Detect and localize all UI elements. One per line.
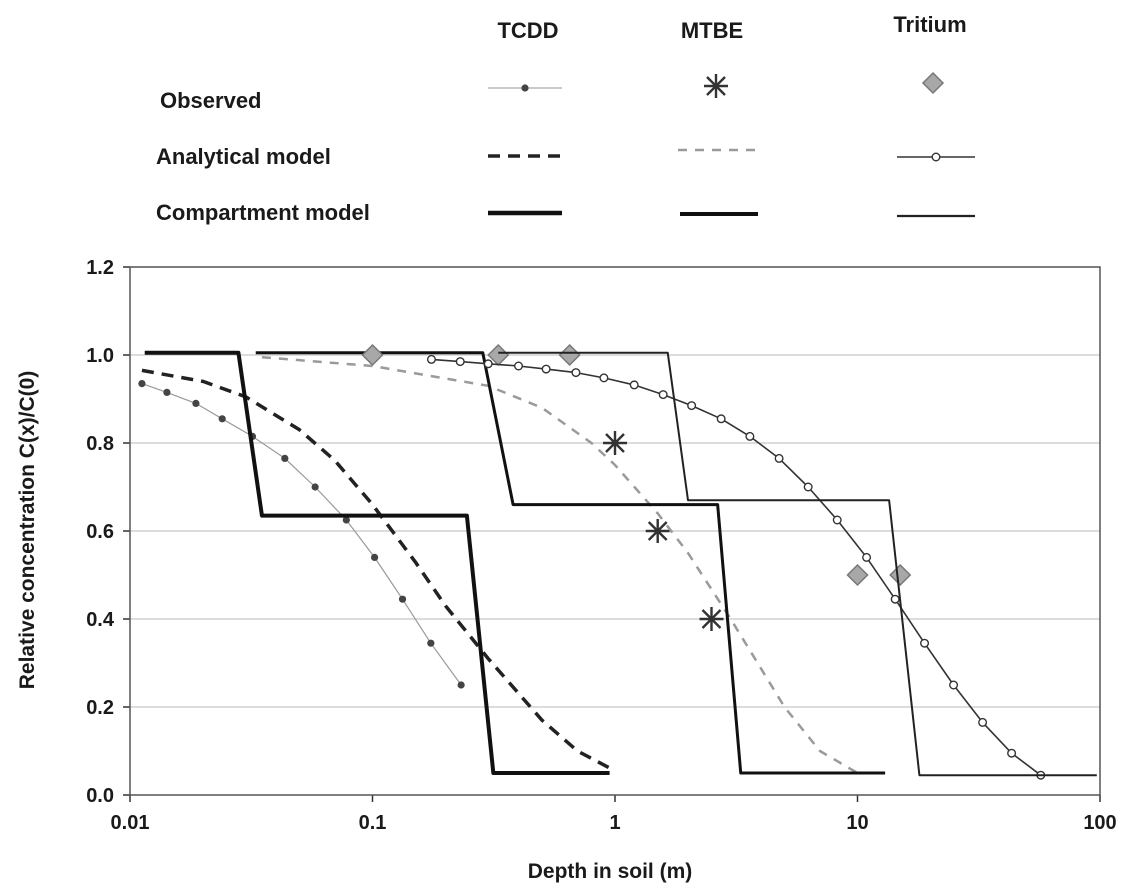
point-tritium-analytical-model-4 (541, 364, 551, 374)
point-tcdd-observed-8 (370, 553, 379, 562)
point-tritium-analytical-model-17 (920, 638, 930, 648)
point-tcdd-observed-11 (457, 681, 465, 689)
series-line-mtbe-compartment-model (255, 351, 886, 775)
point-tcdd-observed-1 (163, 388, 171, 396)
axes: 0.0 0.2 0.4 0.6 0.8 1.0 1.2 0.01 0.1 1 10 100 (86, 257, 1117, 834)
legend-sample-tritium-observed (921, 71, 945, 95)
point-tritium-observed-2 (558, 343, 581, 367)
point-tcdd-observed-2 (192, 399, 200, 407)
legend: TCDD MTBE Tritium Observed Analytical mo… (156, 12, 975, 225)
point-tritium-analytical-model-9 (687, 401, 697, 411)
series-tritium-compartment-model (498, 351, 1097, 777)
point-tritium-analytical-model-11 (745, 431, 755, 441)
y-tick-label-5: 1.0 (86, 345, 114, 367)
y-tick-label-6: 1.2 (86, 257, 114, 279)
point-mtbe-observed-0 (603, 431, 627, 455)
series-tcdd-compartment-model (144, 350, 610, 775)
series-line-tritium-compartment-model (498, 351, 1097, 777)
legend-row-compartment: Compartment model (156, 200, 370, 225)
point-tritium-analytical-model-8 (658, 390, 668, 400)
point-tcdd-observed-0 (138, 380, 146, 388)
point-tritium-analytical-model-6 (599, 373, 609, 383)
point-tritium-analytical-model-20 (1007, 748, 1017, 758)
point-tritium-analytical-model-13 (803, 482, 813, 492)
x-tick-label-2: 1 (609, 812, 620, 834)
series-line-tcdd-observed (141, 383, 462, 686)
point-tcdd-observed-9 (398, 595, 407, 603)
point-tcdd-observed-3 (218, 415, 226, 423)
series-mtbe-analytical-model (261, 355, 859, 775)
point-tritium-analytical-model-2 (483, 359, 493, 369)
point-tritium-analytical-model-18 (949, 680, 959, 690)
series-tcdd-analytical-model (141, 368, 616, 773)
point-tritium-analytical-model-10 (716, 414, 726, 424)
point-tcdd-observed-6 (311, 483, 319, 491)
legend-row-analytical: Analytical model (156, 144, 331, 169)
plot-frame (129, 266, 1101, 796)
y-tick-label-4: 0.8 (86, 433, 114, 455)
series-mtbe-observed (603, 431, 724, 631)
plot-area (138, 343, 1097, 780)
point-tritium-analytical-model-3 (513, 361, 523, 371)
x-axis-label: Depth in soil (m) (528, 860, 693, 883)
legend-sample-mtbe-observed (704, 74, 728, 98)
series-tritium-analytical-model (426, 354, 1046, 780)
series-tritium-observed (361, 343, 912, 587)
point-tritium-observed-4 (889, 563, 912, 587)
point-tritium-analytical-model-0 (426, 354, 436, 364)
series-line-tcdd-analytical-model (141, 368, 616, 773)
point-tcdd-observed-7 (342, 516, 350, 524)
point-tritium-analytical-model-19 (978, 717, 988, 727)
point-tcdd-observed-5 (281, 454, 289, 462)
point-tritium-analytical-model-5 (571, 368, 581, 378)
point-mtbe-observed-1 (645, 519, 670, 543)
point-tritium-analytical-model-7 (629, 380, 639, 390)
series-line-tritium-analytical-model (431, 358, 1042, 776)
point-mtbe-observed-2 (699, 607, 724, 631)
y-tick-label-2: 0.4 (86, 609, 115, 631)
point-tritium-analytical-model-1 (455, 357, 465, 367)
x-tick-label-0: 0.01 (111, 812, 150, 834)
legend-header-mtbe: MTBE (681, 18, 743, 43)
series-mtbe-compartment-model (255, 351, 886, 775)
point-tritium-analytical-model-14 (832, 515, 842, 525)
x-tick-label-4: 100 (1083, 812, 1116, 834)
point-tritium-observed-0 (361, 343, 384, 367)
series-tcdd-observed (138, 380, 465, 689)
series-line-mtbe-analytical-model (261, 355, 859, 775)
legend-header-tcdd: TCDD (497, 18, 558, 43)
legend-sample-tritium-analytical-marker (931, 152, 941, 162)
y-axis-label: Relative concentration C(x)/C(0) (16, 371, 39, 690)
y-tick-label-0: 0.0 (86, 785, 114, 807)
point-tritium-analytical-model-15 (862, 552, 872, 562)
legend-row-observed: Observed (160, 88, 262, 113)
series-line-tcdd-compartment-model (144, 350, 610, 775)
point-tritium-analytical-model-16 (890, 594, 900, 604)
point-tcdd-observed-10 (427, 639, 435, 647)
x-tick-label-3: 10 (846, 812, 868, 834)
x-tick-label-1: 0.1 (359, 812, 387, 834)
point-tritium-observed-3 (846, 563, 869, 587)
legend-header-tritium: Tritium (893, 12, 966, 37)
legend-sample-tcdd-observed-dot (521, 84, 529, 92)
y-tick-label-1: 0.2 (86, 697, 114, 719)
y-tick-label-3: 0.6 (86, 521, 114, 543)
point-tritium-analytical-model-12 (774, 453, 784, 463)
